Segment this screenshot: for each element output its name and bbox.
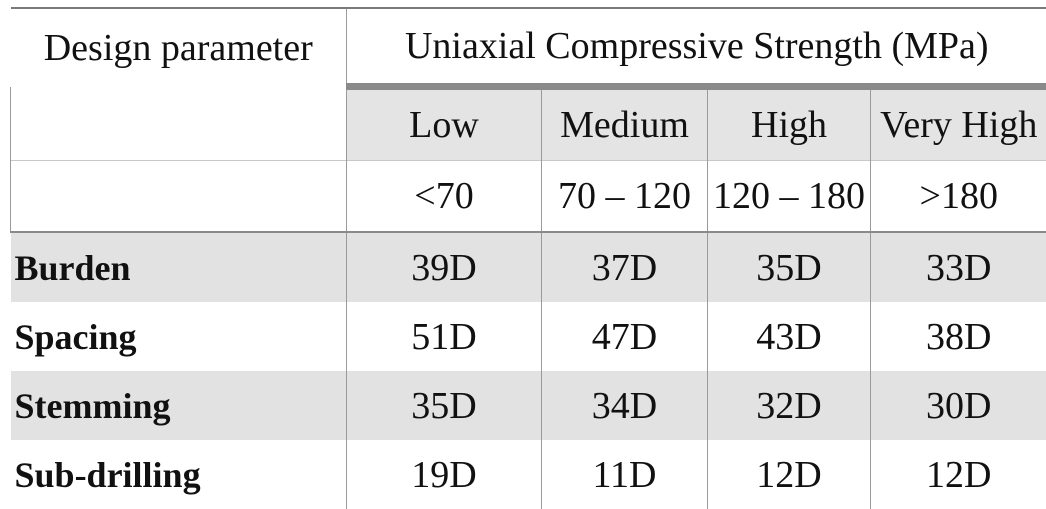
ucs-group-header: Uniaxial Compressive Strength (MPa) [347, 8, 1046, 87]
range-low: <70 [347, 161, 542, 233]
cell-value: 35D [708, 232, 871, 302]
strength-range-row: <70 70 – 120 120 – 180 >180 [11, 161, 1046, 233]
row-label: Burden [11, 232, 347, 302]
cell-value: 33D [871, 232, 1046, 302]
range-very-high: >180 [871, 161, 1046, 233]
cell-value: 39D [347, 232, 542, 302]
cell-value: 34D [542, 371, 708, 440]
range-medium: 70 – 120 [542, 161, 708, 233]
row-label: Sub-drilling [11, 440, 347, 509]
strength-class-row: Low Medium High Very High [11, 87, 1046, 161]
cell-value: 12D [708, 440, 871, 509]
cell-value: 11D [542, 440, 708, 509]
cell-value: 12D [871, 440, 1046, 509]
blank-cell [11, 87, 347, 161]
cell-value: 35D [347, 371, 542, 440]
row-label: Spacing [11, 302, 347, 371]
class-high: High [708, 87, 871, 161]
blank-cell [11, 161, 347, 233]
cell-value: 38D [871, 302, 1046, 371]
class-medium: Medium [542, 87, 708, 161]
design-parameter-header: Design parameter [11, 8, 347, 87]
range-high: 120 – 180 [708, 161, 871, 233]
cell-value: 37D [542, 232, 708, 302]
table-row: Spacing 51D 47D 43D 38D [11, 302, 1046, 371]
header-row: Design parameter Uniaxial Compressive St… [11, 8, 1046, 87]
table-row: Stemming 35D 34D 32D 30D [11, 371, 1046, 440]
table-row: Sub-drilling 19D 11D 12D 12D [11, 440, 1046, 509]
class-low: Low [347, 87, 542, 161]
blast-design-table: Design parameter Uniaxial Compressive St… [10, 7, 1046, 509]
cell-value: 19D [347, 440, 542, 509]
class-very-high: Very High [871, 87, 1046, 161]
cell-value: 43D [708, 302, 871, 371]
cell-value: 30D [871, 371, 1046, 440]
blast-design-table-container: Design parameter Uniaxial Compressive St… [10, 7, 1046, 509]
cell-value: 32D [708, 371, 871, 440]
table-row: Burden 39D 37D 35D 33D [11, 232, 1046, 302]
row-label: Stemming [11, 371, 347, 440]
cell-value: 51D [347, 302, 542, 371]
cell-value: 47D [542, 302, 708, 371]
